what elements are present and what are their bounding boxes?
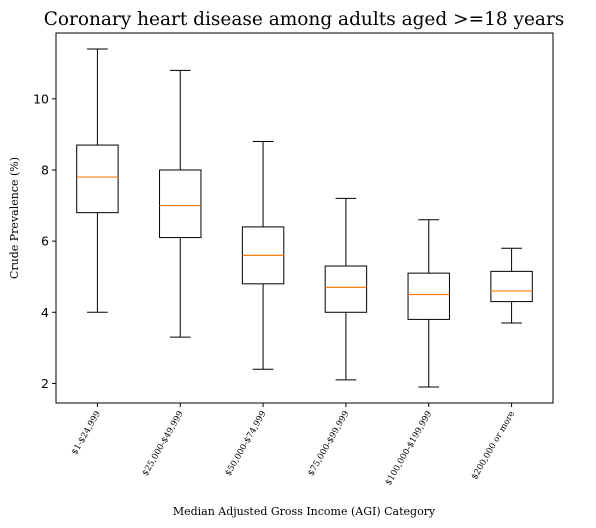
x-tick-label: $75,000-$99,999 [306,410,351,478]
y-tick-label: 2 [41,376,49,391]
y-tick-label: 10 [33,91,49,106]
x-tick-label: $50,000-$74,999 [223,410,268,478]
plot-frame [55,32,554,404]
x-tick-label: $25,000-$49,999 [141,410,186,478]
y-tick-label: 8 [41,162,49,177]
box-iqr [407,272,450,320]
y-tick-label: 6 [41,234,49,249]
chart-title: Coronary heart disease among adults aged… [44,9,565,30]
y-tick-label: 4 [41,305,49,320]
box-iqr [159,169,202,239]
x-tick-label: $100,000-$199,999 [384,410,435,488]
y-axis-label: Crude Prevalence (%) [8,157,21,279]
plot-area: 2 4 6 8 10 $1-$24,999 $25,000-$49,999 $50,000-$… [33,48,533,488]
x-tick-label: $200,000 or more [470,410,517,482]
box-iqr [324,265,368,313]
x-tick-label: $1-$24,999 [70,410,103,457]
box-iqr [490,270,533,303]
x-axis-label: Median Adjusted Gross Income (AGI) Categ… [173,505,436,518]
box-iqr [76,144,119,214]
